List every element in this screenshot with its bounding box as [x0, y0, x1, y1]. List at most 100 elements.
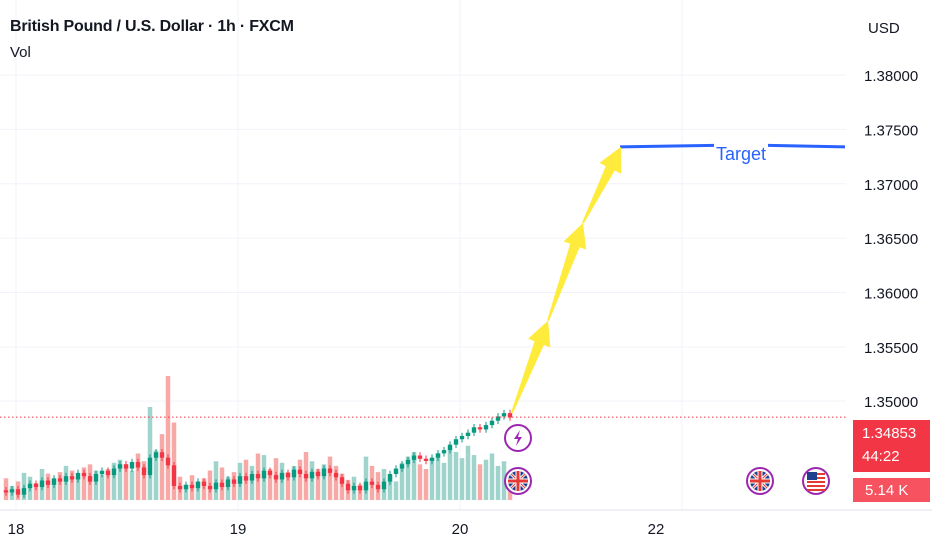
candle-body	[45, 480, 51, 485]
candle-body	[435, 453, 441, 458]
volume-bar	[141, 461, 147, 500]
candle-body	[279, 472, 285, 480]
candle-body	[201, 481, 207, 486]
volume-bar	[393, 481, 399, 500]
volume-bar	[315, 469, 321, 500]
uk-flag-icon[interactable]	[504, 467, 532, 495]
candle-body	[147, 457, 153, 476]
candle-body	[159, 452, 165, 458]
uk-flag-icon[interactable]	[746, 467, 774, 495]
symbol-title[interactable]: British Pound / U.S. Dollar · 1h · FXCM	[10, 18, 294, 35]
us-flag-icon[interactable]	[802, 467, 830, 495]
target-label[interactable]: Target	[716, 144, 767, 164]
volume-bar	[483, 459, 489, 500]
candle-body	[81, 472, 87, 477]
volume-bar	[267, 469, 273, 500]
candle-body	[423, 458, 429, 461]
volume-bar	[411, 451, 417, 500]
volume-bar	[93, 470, 99, 500]
candle-body	[369, 481, 375, 485]
candle-body	[87, 476, 93, 482]
candle-body	[51, 478, 57, 485]
volume-bar	[285, 472, 291, 500]
volume-bar	[117, 459, 123, 500]
volume-bar	[363, 456, 369, 500]
volume-bar	[291, 465, 297, 500]
y-tick-label: 1.35000	[864, 394, 918, 411]
candle-body	[267, 470, 273, 476]
candle-body	[123, 464, 129, 469]
projection-arrow	[547, 222, 587, 322]
volume-bar	[447, 448, 453, 500]
volume-bar	[399, 462, 405, 500]
volume-bar	[171, 422, 177, 500]
candle-body	[99, 470, 105, 474]
candle-body	[249, 474, 255, 481]
volume-bar	[111, 462, 117, 500]
candle-body	[165, 457, 171, 466]
volume-bar	[327, 456, 333, 500]
candle-body	[321, 468, 327, 477]
x-tick-label: 20	[452, 521, 469, 538]
volume-bar	[165, 376, 171, 500]
volume-bar	[123, 465, 129, 500]
candle-body	[105, 470, 111, 476]
volume-bar	[489, 453, 495, 500]
candle-body	[405, 459, 411, 465]
candle-body	[453, 439, 459, 445]
chart-legend: British Pound / U.S. Dollar · 1h · FXCM …	[10, 18, 294, 61]
candle-body	[459, 435, 465, 440]
candle-body	[153, 452, 159, 458]
candle-body	[339, 477, 345, 484]
candle-body	[411, 455, 417, 460]
volume-bar	[135, 453, 141, 500]
x-tick-label: 18	[8, 521, 25, 538]
lightning-icon[interactable]	[504, 424, 532, 452]
candle-body	[189, 484, 195, 489]
y-tick-label: 1.36500	[864, 231, 918, 248]
candle-body	[273, 475, 279, 480]
candle-body	[219, 482, 225, 488]
volume-indicator-label[interactable]: Vol	[10, 44, 31, 61]
volume-bar	[69, 470, 75, 500]
candle-body	[141, 467, 147, 476]
candle-body	[507, 413, 513, 418]
volume-bar	[387, 476, 393, 500]
projection-arrow	[582, 146, 621, 224]
candle-body	[225, 479, 231, 488]
volume-bar	[429, 458, 435, 500]
candle-body	[471, 427, 477, 433]
candle-body	[117, 464, 123, 469]
candle-body	[231, 479, 237, 484]
candle-body	[315, 471, 321, 477]
volume-bar	[435, 453, 441, 500]
candle-body	[183, 484, 189, 490]
candle-body	[441, 450, 447, 454]
last-price-badge: 1.34853 44:22	[853, 420, 930, 472]
volume-bar	[465, 445, 471, 500]
y-tick-label: 1.37000	[864, 177, 918, 194]
volume-bar	[405, 456, 411, 500]
candle-body	[393, 468, 399, 474]
candle-body	[351, 485, 357, 491]
candle-body	[387, 474, 393, 482]
candle-body	[135, 462, 141, 468]
volume-bar	[333, 465, 339, 500]
candle-body	[237, 476, 243, 484]
x-tick-label: 19	[230, 521, 247, 538]
candle-body	[75, 472, 81, 480]
candle-body	[375, 484, 381, 490]
candle-body	[495, 416, 501, 421]
volume-bar	[501, 461, 507, 500]
currency-label[interactable]: USD	[868, 20, 900, 37]
volume-bar	[147, 407, 153, 500]
candle-body	[381, 481, 387, 490]
volume-bar	[99, 474, 105, 500]
target-line	[619, 143, 846, 149]
candle-body	[69, 476, 75, 480]
volume-bar	[297, 459, 303, 500]
candle-body	[129, 462, 135, 469]
candle-body	[477, 427, 483, 430]
